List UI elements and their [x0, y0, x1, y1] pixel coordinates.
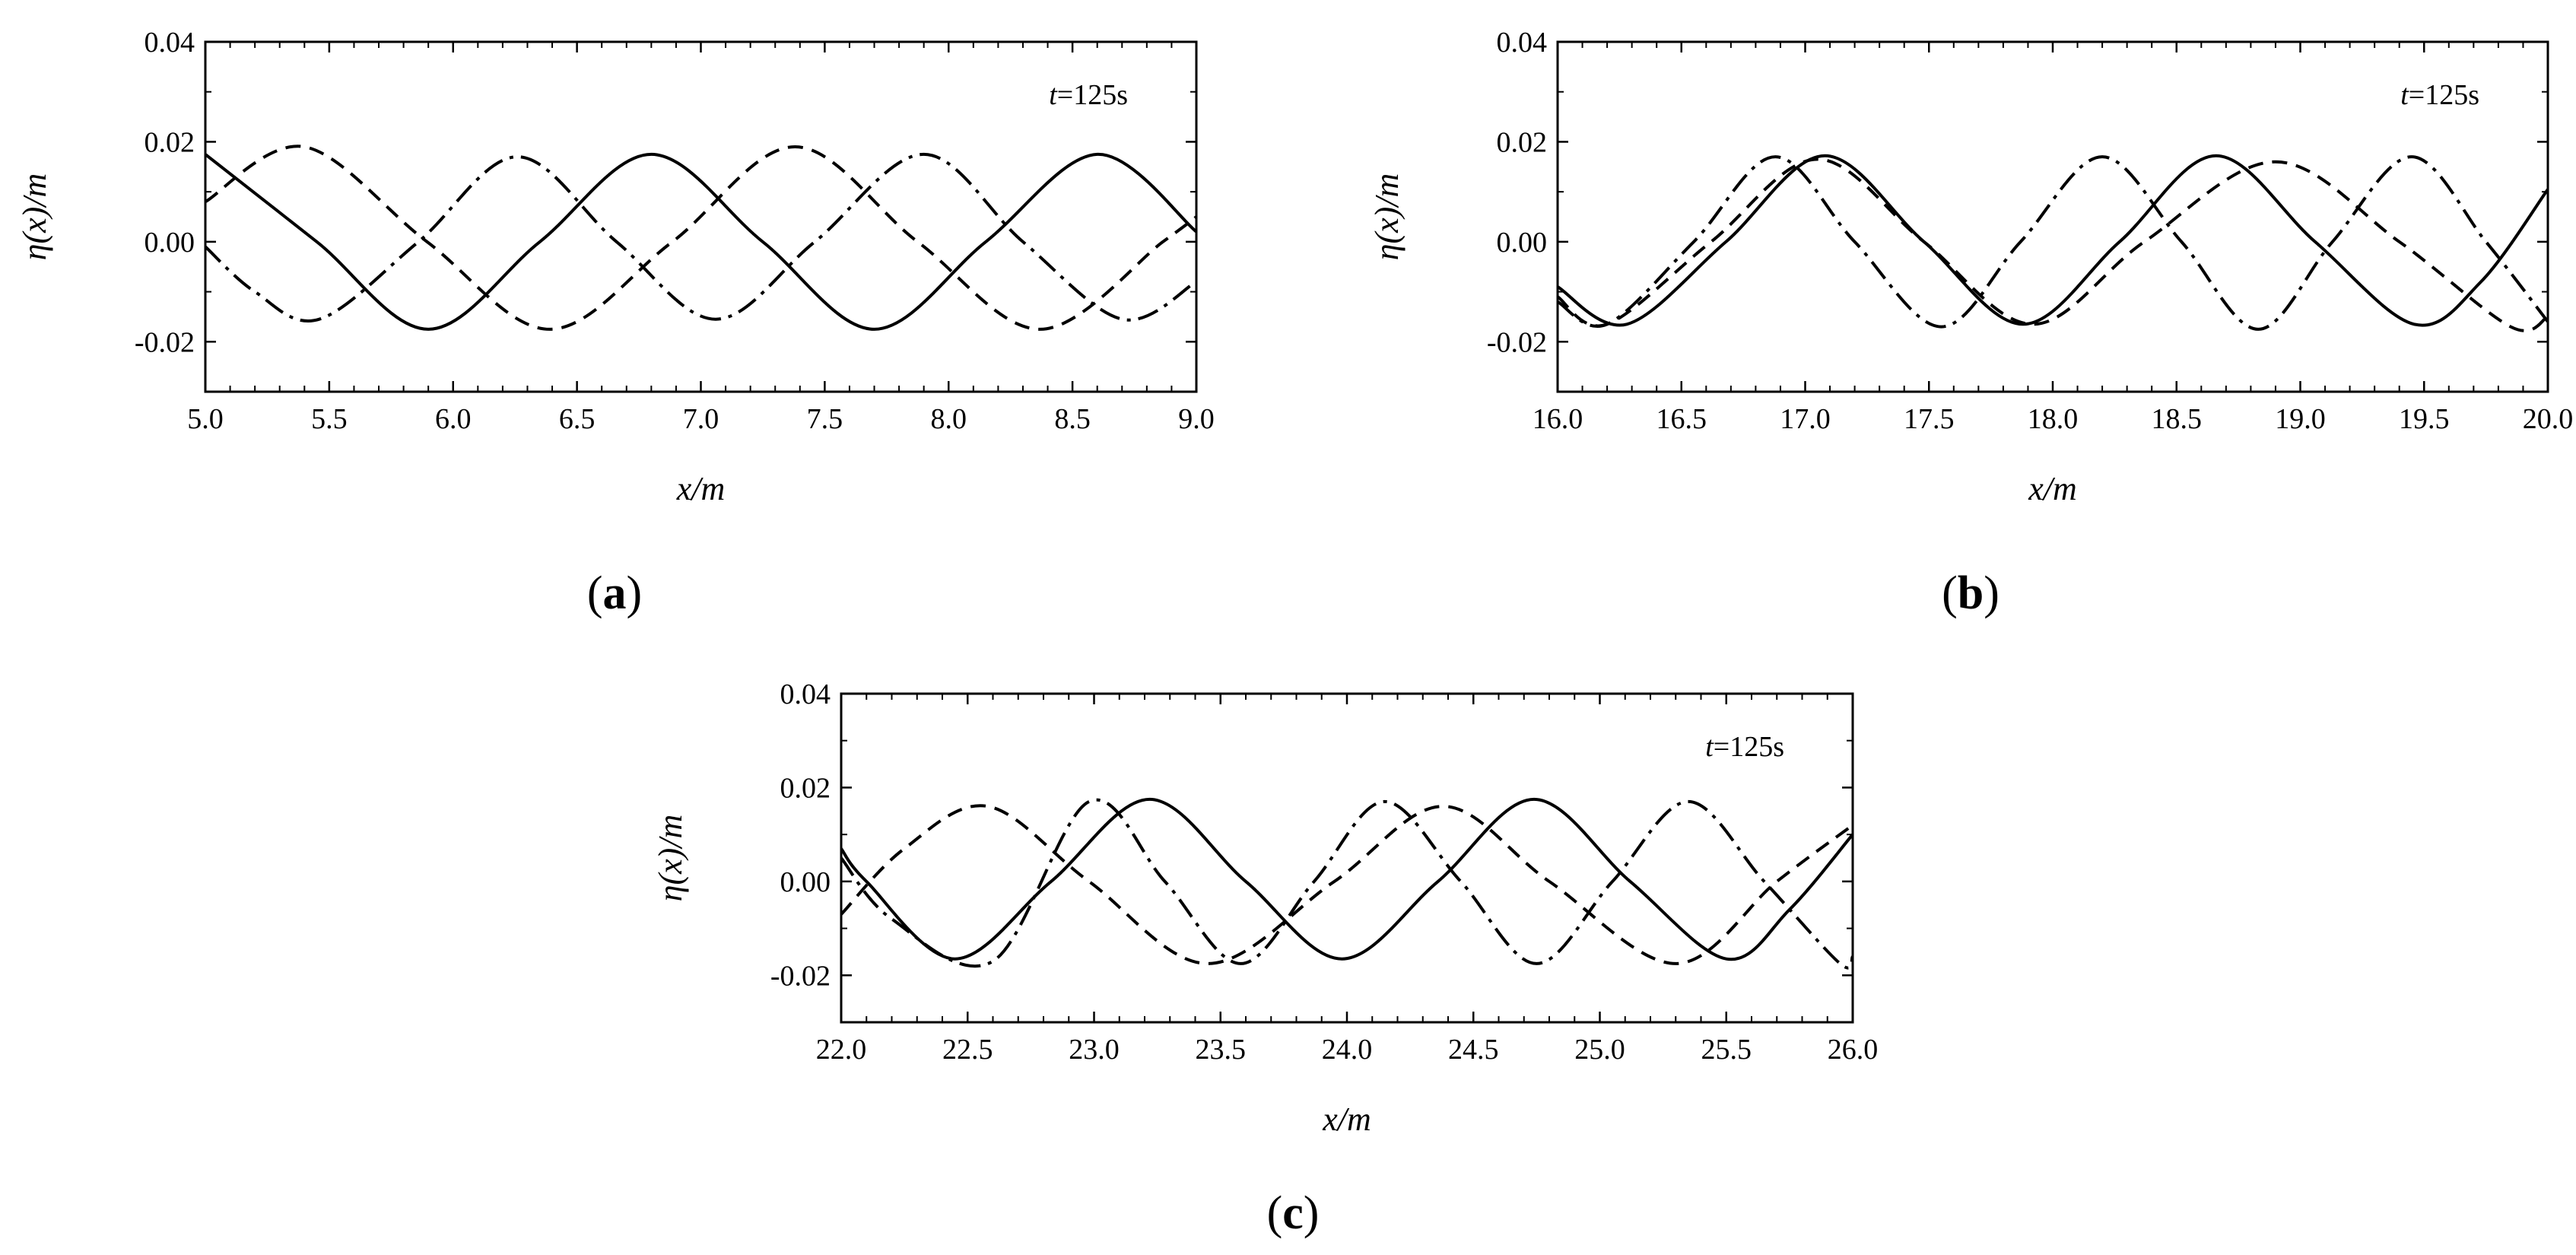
x-tick-label: 18.5	[2152, 403, 2203, 435]
x-tick-label: 5.0	[187, 403, 224, 435]
panel-label-close: )	[1984, 567, 1999, 619]
time-annotation-var: t	[2400, 79, 2409, 111]
panel-c: 22.0 22.5 23.0 23.5 24.0 24.5 25.0 25.5 26.0 -0.0…	[652, 678, 1878, 1239]
x-tick-label: 8.5	[1054, 403, 1091, 435]
y-tick-label: 0.02	[780, 772, 831, 804]
plot-lines	[841, 797, 1853, 970]
x-tick-label: 23.5	[1196, 1034, 1247, 1066]
x-axis-title: x/m	[1322, 1101, 1371, 1138]
y-tick-label: 0.04	[1497, 27, 1548, 59]
y-tick-label: 0.04	[780, 678, 831, 710]
x-tick-label: 7.5	[807, 403, 843, 435]
time-annotation-var: t	[1049, 79, 1058, 111]
y-axis-title: η(x)/m	[652, 815, 689, 902]
x-tick-label: 20.0	[2523, 403, 2574, 435]
series-line-dash-dot	[205, 152, 1196, 322]
x-tick-label: 25.0	[1574, 1034, 1625, 1066]
x-tick-label: 19.0	[2275, 403, 2326, 435]
y-tick-label: -0.02	[770, 960, 831, 992]
plot-frame	[1556, 40, 2549, 393]
panel-label: (b)	[1942, 567, 1999, 619]
panel-label-open: (	[587, 567, 603, 619]
series-line-dashed	[205, 145, 1196, 331]
y-tick-label: 0.04	[145, 27, 195, 59]
x-tick-label: 6.0	[435, 403, 472, 435]
plot-lines	[1558, 154, 2548, 332]
panel-label-open: (	[1267, 1187, 1283, 1239]
panel-label-letter: a	[603, 567, 627, 619]
y-axis-title: η(x)/m	[16, 173, 53, 261]
series-line-solid	[841, 797, 1853, 961]
y-tick-label: 0.02	[1497, 126, 1548, 158]
time-annotation-value: =125s	[1714, 731, 1784, 763]
y-tick-label: -0.02	[135, 326, 195, 358]
x-tick-label: 19.5	[2399, 403, 2450, 435]
y-tick-label: -0.02	[1487, 326, 1547, 358]
x-tick-label: 22.5	[942, 1034, 993, 1066]
x-tick-label: 7.0	[683, 403, 719, 435]
x-tick-label: 9.0	[1178, 403, 1215, 435]
time-annotation-var: t	[1705, 731, 1714, 763]
time-annotation: t=125s	[1705, 731, 1784, 763]
y-tick-label: 0.00	[1497, 227, 1548, 259]
panel-label-close: )	[627, 567, 643, 619]
time-annotation: t=125s	[1049, 79, 1128, 111]
panel-label: (a)	[587, 567, 642, 619]
x-tick-label: 6.5	[559, 403, 596, 435]
panel-label: (c)	[1267, 1187, 1320, 1239]
series-line-dash-dot	[841, 798, 1853, 970]
x-tick-label: 24.5	[1448, 1034, 1499, 1066]
x-tick-label: 8.0	[931, 403, 967, 435]
panel-a: 5.0 5.5 6.0 6.5 7.0 7.5 8.0 8.5 9.0 -0.02 0.00 0.02…	[16, 27, 1215, 619]
x-tick-label: 17.5	[1904, 403, 1955, 435]
series-line-dash-dot	[1558, 155, 2548, 331]
x-tick-label: 24.0	[1322, 1034, 1373, 1066]
time-annotation-value: =125s	[1057, 79, 1128, 111]
series-line-solid	[1558, 154, 2548, 327]
time-annotation-value: =125s	[2409, 79, 2479, 111]
y-tick-label: 0.00	[145, 227, 195, 259]
y-tick-label: 0.02	[145, 126, 195, 158]
x-tick-label: 16.0	[1533, 403, 1583, 435]
y-tick-label: 0.00	[780, 866, 831, 898]
x-tick-label: 25.5	[1701, 1034, 1752, 1066]
x-tick-label: 26.0	[1828, 1034, 1879, 1066]
panel-b: 16.0 16.5 17.0 17.5 18.0 18.5 19.0 19.5 20.0 -0.0…	[1368, 27, 2573, 619]
panel-label-open: (	[1942, 567, 1958, 619]
x-tick-label: 16.5	[1656, 403, 1707, 435]
x-tick-label: 18.0	[2028, 403, 2079, 435]
x-axis-title: x/m	[2028, 470, 2077, 507]
panel-label-letter: c	[1282, 1187, 1304, 1239]
x-tick-label: 22.0	[816, 1034, 867, 1066]
series-line-dashed	[841, 804, 1853, 965]
x-tick-label: 5.5	[311, 403, 348, 435]
time-annotation: t=125s	[2400, 79, 2479, 111]
plot-frame	[840, 692, 1854, 1024]
y-axis-title: η(x)/m	[1368, 173, 1406, 261]
x-tick-label: 17.0	[1780, 403, 1831, 435]
panel-label-letter: b	[1958, 567, 1984, 619]
plot-lines	[205, 145, 1196, 331]
series-line-solid	[205, 152, 1196, 331]
x-axis-title: x/m	[676, 470, 726, 507]
panel-label-close: )	[1304, 1187, 1320, 1239]
x-tick-label: 23.0	[1069, 1034, 1120, 1066]
series-line-dashed	[1558, 157, 2548, 332]
